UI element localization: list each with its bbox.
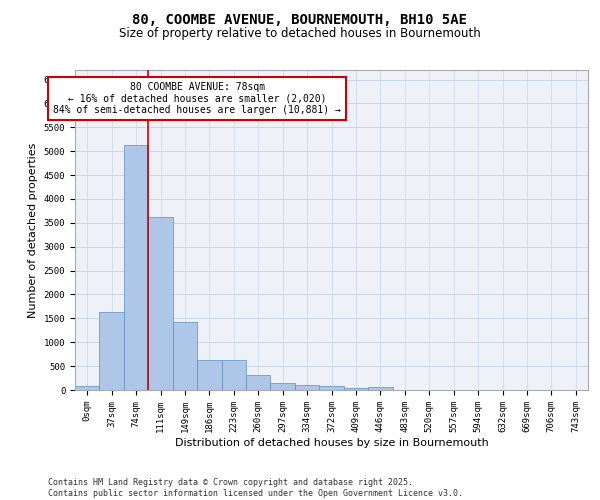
Bar bbox=[75, 386, 100, 390]
Bar bbox=[173, 322, 197, 390]
Bar bbox=[344, 388, 368, 390]
Bar bbox=[319, 386, 344, 390]
Bar bbox=[295, 384, 319, 390]
Text: Contains HM Land Registry data © Crown copyright and database right 2025.
Contai: Contains HM Land Registry data © Crown c… bbox=[48, 478, 463, 498]
Text: 80 COOMBE AVENUE: 78sqm
← 16% of detached houses are smaller (2,020)
84% of semi: 80 COOMBE AVENUE: 78sqm ← 16% of detache… bbox=[53, 82, 341, 115]
X-axis label: Distribution of detached houses by size in Bournemouth: Distribution of detached houses by size … bbox=[175, 438, 488, 448]
Bar bbox=[148, 216, 173, 390]
Text: Size of property relative to detached houses in Bournemouth: Size of property relative to detached ho… bbox=[119, 28, 481, 40]
Bar bbox=[197, 360, 221, 390]
Bar bbox=[221, 360, 246, 390]
Bar bbox=[124, 145, 148, 390]
Text: 80, COOMBE AVENUE, BOURNEMOUTH, BH10 5AE: 80, COOMBE AVENUE, BOURNEMOUTH, BH10 5AE bbox=[133, 12, 467, 26]
Bar bbox=[100, 312, 124, 390]
Bar bbox=[246, 375, 271, 390]
Bar bbox=[368, 388, 392, 390]
Y-axis label: Number of detached properties: Number of detached properties bbox=[28, 142, 38, 318]
Bar bbox=[271, 383, 295, 390]
